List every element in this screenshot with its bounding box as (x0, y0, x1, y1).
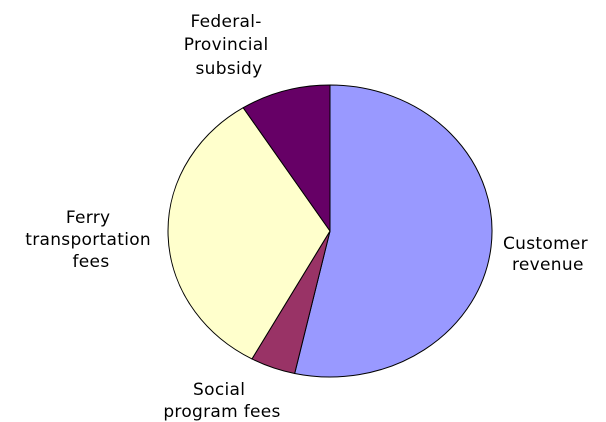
pie-slice-customer-revenue (294, 84, 493, 378)
pie-slice-federal-provincial-subsidy (242, 84, 331, 233)
label-customer-revenue: Customer revenue (503, 234, 594, 275)
label-social-program-fees: Social program fees (163, 380, 280, 422)
label-ferry-transportation-fees: Ferry transportation fees (25, 208, 156, 272)
pie-slices (167, 84, 493, 378)
pie-slice-ferry-transportation-fees (167, 107, 331, 360)
label-federal-provincial-subsidy: Federal- Provincial subsidy (184, 12, 274, 79)
